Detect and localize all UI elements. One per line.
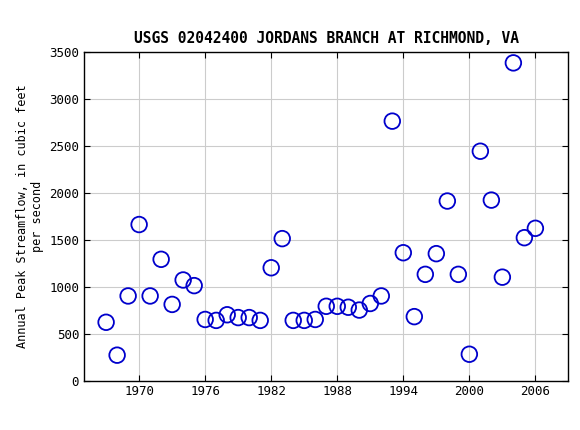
Point	[300, 317, 309, 324]
Point	[531, 225, 540, 232]
Point	[278, 235, 287, 242]
Point	[190, 282, 199, 289]
Point	[289, 317, 298, 324]
Point	[343, 304, 353, 311]
Point	[179, 276, 188, 283]
Point	[321, 303, 331, 310]
Point	[135, 221, 144, 228]
Point	[498, 274, 507, 281]
Point	[520, 234, 529, 241]
Point	[234, 314, 243, 321]
Text: ≋: ≋	[1, 10, 19, 30]
Point	[376, 292, 386, 299]
Point	[124, 292, 133, 299]
Point	[267, 264, 276, 271]
Point	[432, 250, 441, 257]
Point	[398, 249, 408, 256]
Point	[113, 352, 122, 359]
Point	[157, 256, 166, 263]
Point	[509, 59, 518, 66]
Point	[454, 271, 463, 278]
Point	[354, 307, 364, 313]
Point	[443, 198, 452, 205]
Point	[223, 311, 232, 318]
Point	[201, 316, 210, 323]
Point	[476, 148, 485, 155]
Title: USGS 02042400 JORDANS BRANCH AT RICHMOND, VA: USGS 02042400 JORDANS BRANCH AT RICHMOND…	[134, 31, 519, 46]
Point	[465, 351, 474, 358]
Point	[311, 316, 320, 323]
Point	[146, 292, 155, 299]
Point	[256, 317, 265, 324]
Point	[487, 197, 496, 203]
Point	[332, 303, 342, 310]
Point	[102, 319, 111, 326]
Point	[387, 118, 397, 125]
Y-axis label: Annual Peak Streamflow, in cubic feet
per second: Annual Peak Streamflow, in cubic feet pe…	[16, 84, 44, 348]
Text: USGS: USGS	[6, 10, 70, 30]
Point	[409, 313, 419, 320]
Point	[420, 271, 430, 278]
Point	[245, 314, 254, 321]
Point	[168, 301, 177, 308]
Point	[365, 300, 375, 307]
Point	[212, 317, 221, 324]
